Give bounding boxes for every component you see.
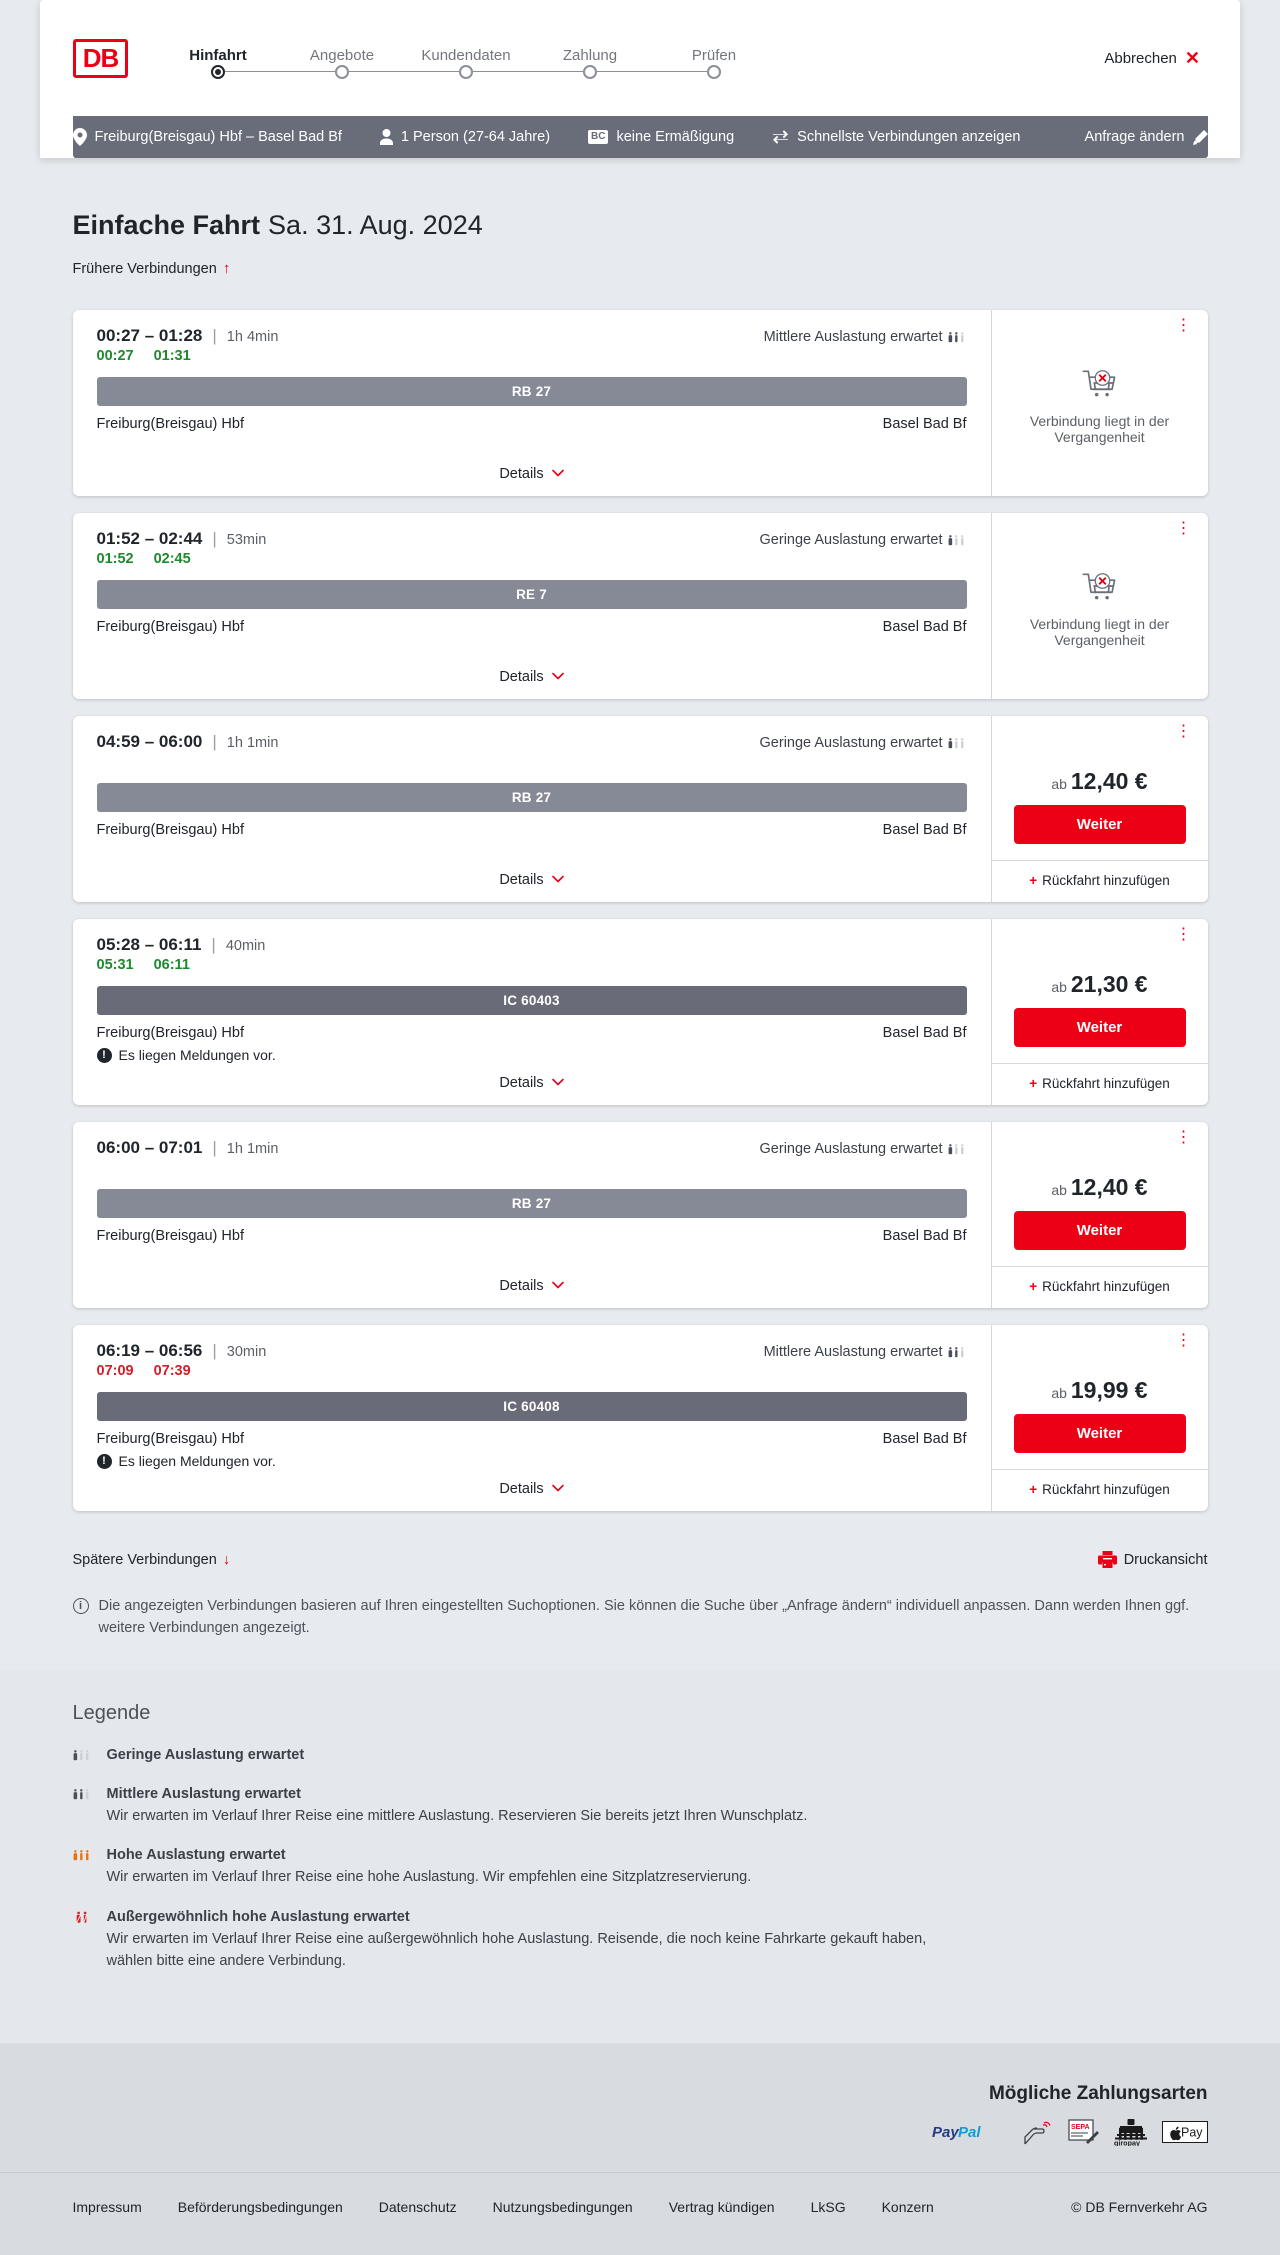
svg-text:Pay: Pay (1181, 2126, 1203, 2140)
svg-text:giropay: giropay (1114, 2138, 1140, 2146)
svg-text:SEPA: SEPA (1071, 2124, 1090, 2131)
svg-text:Pay: Pay (932, 2124, 959, 2141)
svg-text:Pal: Pal (958, 2124, 981, 2141)
